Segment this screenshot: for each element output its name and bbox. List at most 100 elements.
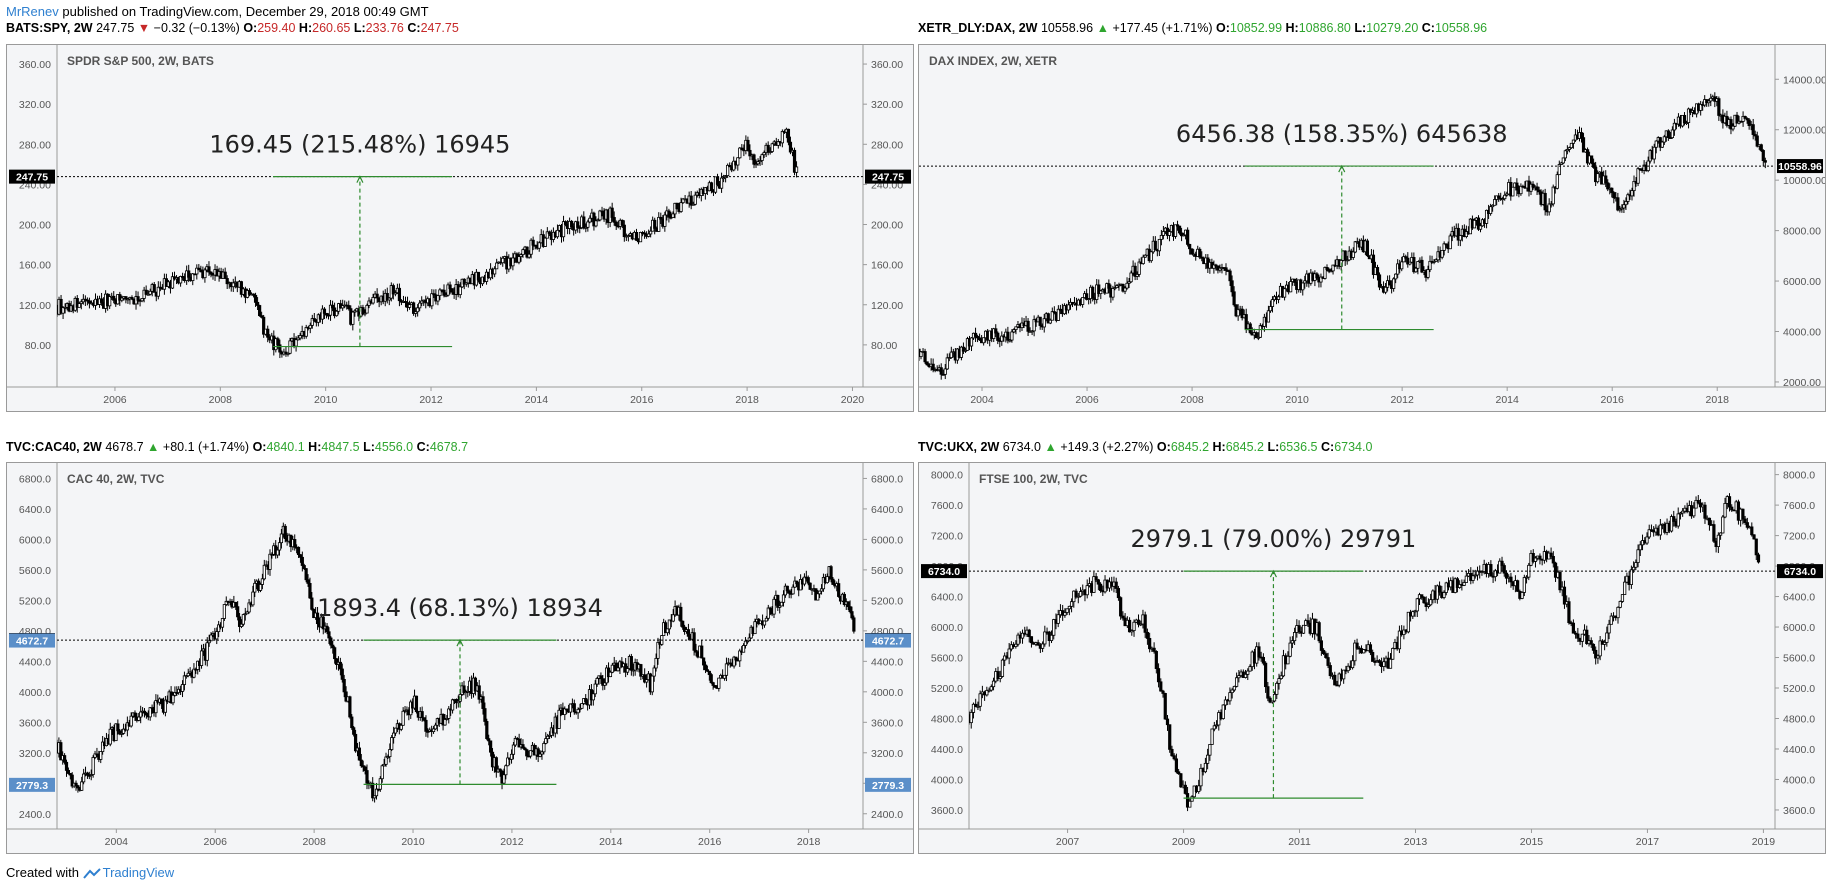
candle-body	[498, 768, 502, 772]
candle-body	[1362, 649, 1366, 654]
candle-body	[1559, 162, 1563, 165]
author-link[interactable]: MrRenev	[6, 4, 59, 19]
candle-body	[237, 616, 242, 627]
arrow-up-icon	[1338, 164, 1346, 173]
candle-body	[61, 307, 65, 314]
candle-body	[338, 661, 342, 670]
candle-body	[456, 700, 460, 704]
candle-body	[1276, 296, 1281, 300]
candle-body	[1214, 724, 1219, 727]
candle-body	[741, 645, 746, 653]
candle-body	[126, 298, 130, 301]
candle-body	[477, 685, 481, 700]
candle-body	[1636, 549, 1640, 563]
candle-body	[276, 549, 280, 556]
candle-body	[1085, 293, 1089, 300]
candle-body	[70, 774, 74, 787]
candle-body	[525, 749, 529, 757]
candle-body	[961, 346, 966, 352]
candle-body	[120, 297, 124, 301]
candle-body	[1585, 629, 1589, 645]
footer-brand-link[interactable]: TradingView	[102, 865, 175, 880]
candle-body	[736, 157, 740, 166]
candle-body	[414, 311, 418, 314]
y-tick-label: 80.00	[25, 340, 51, 352]
candle-body	[1323, 267, 1327, 279]
candle-body	[1127, 281, 1131, 284]
candle-body	[743, 640, 748, 646]
candle-body	[1066, 304, 1071, 311]
candle-body	[754, 163, 758, 166]
candle-body	[1478, 225, 1483, 230]
candle-body	[1604, 175, 1608, 184]
candle-body	[547, 734, 552, 737]
candle-body	[247, 290, 252, 295]
candle-body	[1531, 552, 1535, 562]
candle-body	[247, 602, 251, 613]
candle-body	[1543, 192, 1547, 211]
chart-panel-ukx[interactable]: 8000.08000.07600.07600.07200.07200.06800…	[918, 462, 1826, 854]
candle-body	[656, 641, 660, 659]
candle-body	[1293, 632, 1297, 642]
chart-panel-cac[interactable]: 6800.0 6800.0 6400.0 6400.0 6000.0 6000.0 5600…	[6, 462, 914, 854]
candle-body	[528, 750, 533, 757]
y-tick-label: 200.00	[871, 220, 903, 232]
candle-body	[79, 301, 83, 304]
y-tick-label: 5600.0	[931, 653, 963, 665]
candle-body	[1286, 655, 1290, 665]
high-value: 10886.80	[1298, 21, 1351, 35]
candle-body	[1388, 658, 1393, 669]
candle-body	[124, 296, 128, 300]
open-value: 259.40	[257, 21, 296, 35]
candle-body	[973, 332, 978, 337]
candle-body	[1502, 565, 1506, 574]
candle-body	[793, 580, 797, 588]
candle-body	[450, 288, 454, 293]
y-tick-label: 4400.0	[871, 656, 903, 668]
candle-body	[1456, 227, 1460, 241]
candle-body	[324, 312, 329, 316]
candle-body	[136, 296, 140, 301]
y-tick-label: 200.00	[19, 220, 51, 232]
candle-body	[1343, 250, 1347, 261]
candle-body	[1730, 506, 1734, 511]
candle-body	[1232, 291, 1236, 306]
candle-body	[312, 318, 316, 321]
high-value: 4847.5	[321, 440, 360, 454]
candle-body	[1622, 204, 1626, 209]
candle-body	[1159, 234, 1163, 240]
y-tick-label: 3200.0	[19, 748, 51, 760]
candle-body	[850, 611, 854, 619]
candle-body	[445, 718, 449, 720]
candle-body	[595, 678, 599, 685]
candle-body	[987, 689, 991, 692]
candle-body	[608, 671, 613, 678]
candle-body	[985, 690, 989, 696]
y-tick-label: 4400.0	[19, 656, 51, 668]
chart-svg: 360.00360.00320.00320.00280.00280.00240.…	[7, 45, 913, 406]
candle-body	[1505, 193, 1509, 196]
candle-body	[1375, 267, 1380, 276]
candle-body	[1699, 104, 1703, 111]
candle-body	[1056, 308, 1060, 321]
candle-body	[310, 597, 314, 610]
candle-body	[59, 298, 63, 314]
candle-body	[310, 318, 314, 326]
chart-panel-dax[interactable]: 14000.00 12000.00 10000.00 8000.00 6000.00 40…	[918, 44, 1826, 412]
candle-body	[1678, 512, 1683, 515]
candle-body	[1174, 758, 1179, 773]
candle-body	[1230, 280, 1234, 293]
candle-body	[745, 640, 749, 643]
chart-panel-spy[interactable]: 360.00 360.00 320.00 320.00 280.00 280.00 240.…	[6, 44, 914, 412]
candle-body	[1670, 129, 1674, 139]
candle-body	[1538, 555, 1542, 560]
candle-body	[1048, 319, 1052, 324]
candle-body	[1727, 496, 1732, 508]
candle-body	[525, 246, 529, 258]
triangle-up-icon: ▲	[1044, 440, 1057, 454]
candle-body	[1052, 619, 1056, 636]
candle-body	[1237, 675, 1241, 679]
candle-body	[359, 759, 363, 767]
candle-body	[1420, 259, 1424, 273]
candle-body	[1549, 203, 1553, 206]
